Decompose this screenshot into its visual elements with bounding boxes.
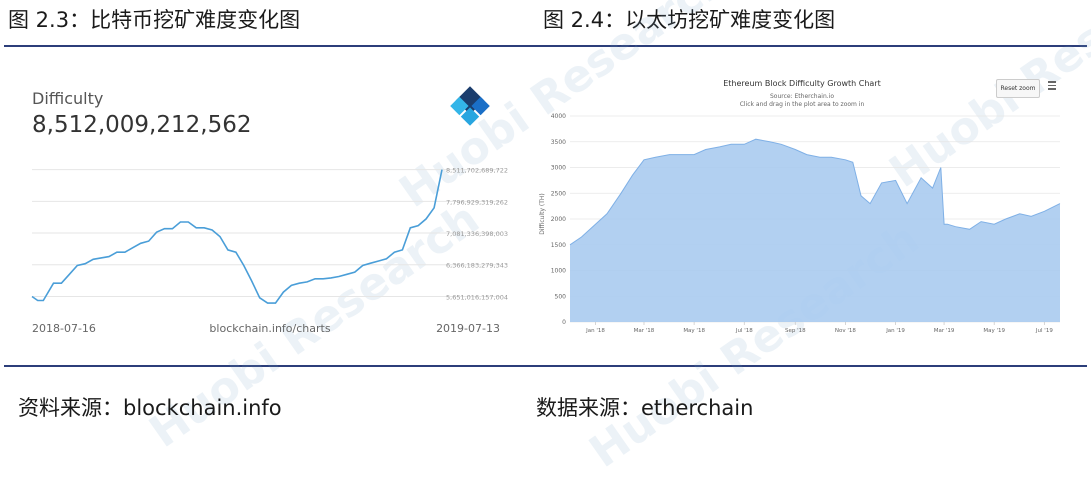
ethereum-x-tick-label: May '19 [983, 328, 1005, 334]
bitcoin-y-tick-label: 6,366,183,279,343 [446, 262, 508, 270]
ethereum-chart-subtitle: Source: Etherchain.io [770, 93, 834, 100]
bitcoin-current-value: 8,512,009,212,562 [32, 112, 251, 138]
ethereum-x-tick-label: Sep '18 [785, 328, 806, 334]
ethereum-y-tick-label: 0 [562, 319, 566, 326]
ethereum-x-tick-label: Jul '19 [1035, 328, 1053, 334]
ethereum-chart: Ethereum Block Difficulty Growth Chart S… [539, 79, 1061, 334]
ethereum-chart-subtitle-2: Click and drag in the plot area to zoom … [740, 101, 865, 108]
ethereum-x-tick-label: Jul '18 [735, 328, 753, 334]
bitcoin-chart-panel: Difficulty 8,512,009,212,562 8,511,702,6… [30, 60, 510, 350]
ethereum-chart-panel: Ethereum Block Difficulty Growth Chart S… [538, 66, 1066, 342]
bitcoin-y-tick-label: 7,081,336,398,003 [446, 230, 508, 238]
reset-zoom-button[interactable]: Reset zoom [996, 79, 1040, 98]
bitcoin-x-source-label: blockchain.info/charts [209, 322, 330, 335]
ethereum-difficulty-area [570, 139, 1060, 322]
top-divider [4, 45, 1087, 47]
ethereum-y-axis-label: Difficulty (TH) [539, 193, 546, 235]
bitcoin-y-tick-label: 8,511,702,689,722 [446, 167, 508, 175]
ethereum-x-tick-label: Jan '19 [885, 328, 905, 334]
blockchain-logo-icon [450, 86, 490, 126]
ethereum-y-tick-label: 1500 [551, 242, 566, 249]
figure-title-ethereum: 图 2.4：以太坊挖矿难度变化图 [543, 8, 836, 32]
ethereum-x-tick-label: Nov '18 [835, 328, 856, 334]
ethereum-x-tick-label: Mar '19 [934, 328, 955, 334]
bitcoin-chart: Difficulty 8,512,009,212,562 8,511,702,6… [31, 86, 508, 335]
figure-title-bitcoin: 图 2.3：比特币挖矿难度变化图 [8, 8, 301, 32]
ethereum-y-tick-label: 2000 [551, 216, 566, 223]
ethereum-difficulty-line [569, 138, 1061, 246]
ethereum-x-tick-label: May '18 [683, 328, 705, 334]
ethereum-y-tick-label: 500 [555, 293, 567, 300]
bottom-divider [4, 365, 1087, 367]
ethereum-source-note: 数据来源：etherchain [536, 396, 754, 420]
ethereum-x-tick-label: Jan '18 [585, 328, 605, 334]
ethereum-y-tick-label: 3000 [551, 165, 566, 172]
bitcoin-difficulty-line [31, 169, 443, 304]
ethereum-y-tick-label: 4000 [551, 113, 566, 120]
ethereum-y-tick-label: 3500 [551, 139, 566, 146]
bitcoin-y-tick-label: 5,651,016,157,004 [446, 293, 508, 301]
ethereum-y-tick-label: 1000 [551, 268, 566, 275]
hamburger-menu-icon[interactable] [1048, 81, 1056, 90]
bitcoin-chart-label: Difficulty [32, 89, 103, 108]
bitcoin-x-end-label: 2019-07-13 [436, 322, 500, 335]
bitcoin-x-start-label: 2018-07-16 [32, 322, 96, 335]
ethereum-chart-title: Ethereum Block Difficulty Growth Chart [723, 79, 881, 88]
bitcoin-y-tick-label: 7,796,929,319,262 [446, 198, 508, 206]
bitcoin-source-note: 资料来源：blockchain.info [18, 396, 282, 420]
ethereum-x-tick-label: Mar '18 [634, 328, 655, 334]
ethereum-y-tick-label: 2500 [551, 190, 566, 197]
